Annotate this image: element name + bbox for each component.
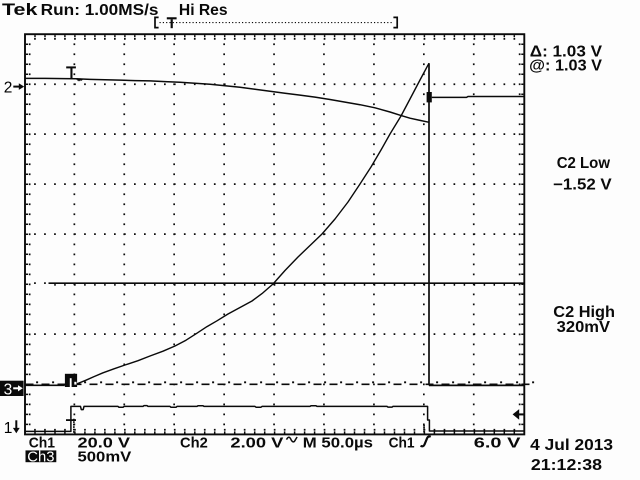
- svg-text:Run: 1.00MS/s: Run: 1.00MS/s: [41, 2, 159, 19]
- svg-text:M 50.0µs: M 50.0µs: [303, 434, 373, 451]
- svg-text:Δ: 1.03 V: Δ: 1.03 V: [530, 44, 603, 61]
- svg-text:320mV: 320mV: [557, 319, 611, 336]
- svg-text:6.0 V: 6.0 V: [474, 434, 521, 451]
- svg-text:20.0 V: 20.0 V: [78, 434, 131, 451]
- svg-text:Ch1: Ch1: [389, 434, 415, 451]
- svg-text:Ch1: Ch1: [29, 434, 55, 451]
- svg-text:2.00 V: 2.00 V: [230, 434, 283, 451]
- svg-text:500mV: 500mV: [78, 448, 132, 465]
- svg-text:Tek: Tek: [2, 1, 38, 19]
- svg-text:1: 1: [4, 420, 13, 437]
- svg-text:4 Jul 2013: 4 Jul 2013: [530, 437, 613, 454]
- svg-text:−1.52 V: −1.52 V: [553, 176, 612, 193]
- svg-text:C2 High: C2 High: [553, 304, 615, 321]
- svg-text:C2 Low: C2 Low: [557, 155, 611, 172]
- svg-text:Ch3: Ch3: [27, 448, 54, 465]
- svg-text:Hi Res: Hi Res: [179, 2, 228, 19]
- svg-text:21:12:38: 21:12:38: [531, 457, 603, 474]
- svg-text:@: 1.03 V: @: 1.03 V: [529, 58, 602, 75]
- svg-text:2: 2: [4, 79, 13, 96]
- svg-text:3: 3: [4, 381, 13, 398]
- svg-text:Ch2: Ch2: [180, 434, 208, 451]
